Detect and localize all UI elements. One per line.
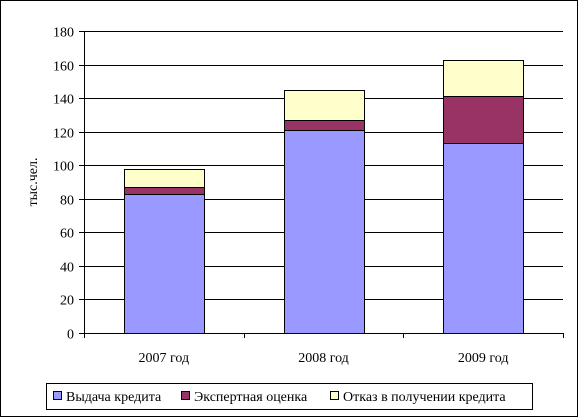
y-axis-label: тыс.чел.: [26, 158, 41, 207]
legend-box: [46, 383, 533, 410]
bar-segment-3: [124, 169, 205, 188]
y-tick-label: 80: [60, 194, 74, 209]
y-tick-label: 120: [53, 127, 74, 142]
y-tick-label: 0: [67, 328, 74, 343]
legend: Выдача кредита Экспертная оценка Отказ в п…: [46, 383, 533, 410]
legend-label: Отказ в получении кредита: [343, 390, 506, 405]
x-tick-label: 2009 год: [458, 351, 509, 366]
y-tick-label: 140: [53, 93, 74, 108]
legend-label: Выдача кредита: [66, 390, 162, 405]
y-tick-label: 40: [60, 261, 74, 276]
legend-swatch: [181, 391, 190, 400]
bar-segment-3: [284, 90, 365, 121]
bar-segment-2: [443, 96, 524, 144]
x-ticks: 2007 год 2008 год 2009 год: [84, 333, 564, 366]
axes: [84, 31, 563, 334]
y-ticks: 0 20 40 60 80 100 120 140 160 180: [53, 26, 84, 343]
x-tick-label: 2007 год: [139, 351, 190, 366]
bars: [124, 60, 524, 334]
y-tick-label: 160: [53, 60, 74, 75]
y-tick-label: 20: [60, 294, 74, 309]
y-tick-label: 60: [60, 227, 74, 242]
bar-segment-1: [124, 194, 205, 334]
bar-segment-2: [124, 187, 205, 195]
legend-swatch: [330, 391, 339, 400]
legend-label: Экспертная оценка: [194, 390, 308, 405]
bar-segment-2: [284, 120, 365, 131]
legend-swatch: [53, 391, 62, 400]
bar-segment-1: [443, 143, 524, 334]
y-tick-label: 180: [53, 26, 74, 41]
bar-segment-1: [284, 130, 365, 334]
x-tick-label: 2008 год: [298, 351, 349, 366]
bar-segment-3: [443, 60, 524, 97]
y-tick-label: 100: [53, 160, 74, 175]
